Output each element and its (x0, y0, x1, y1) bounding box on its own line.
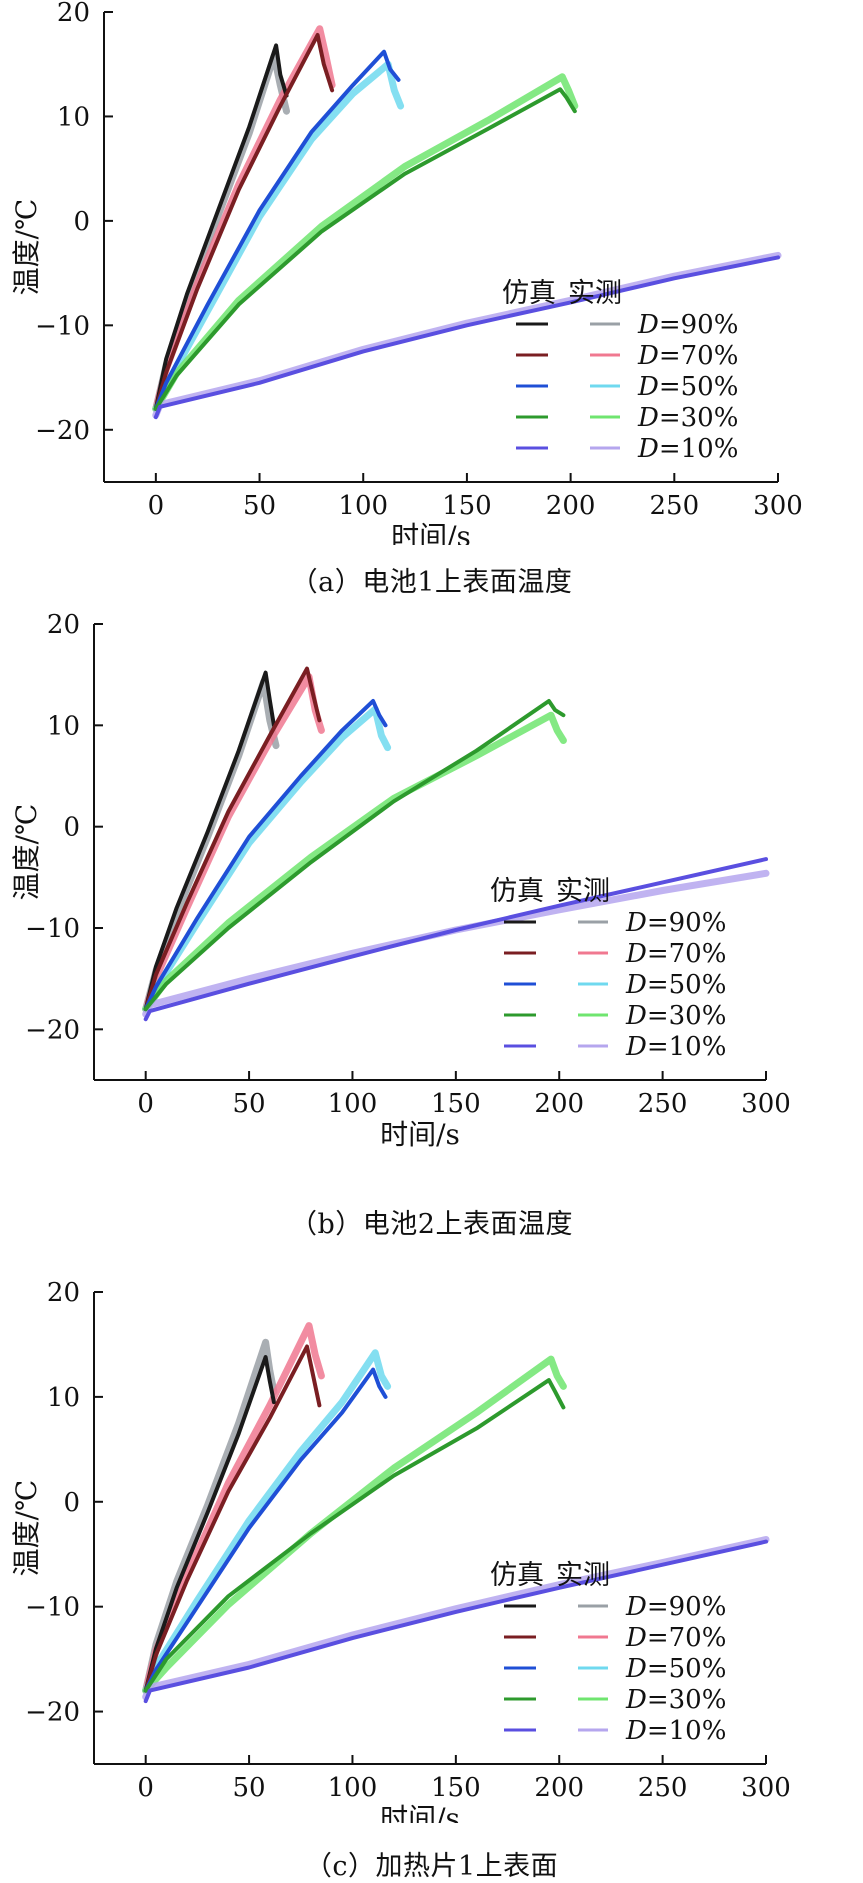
y-tick-label: 10 (47, 711, 80, 741)
x-tick-label: 200 (534, 1089, 584, 1119)
legend-label: D=70% (625, 939, 726, 969)
series-line-meas-30 (142, 711, 567, 1013)
x-tick-label: 150 (442, 491, 492, 521)
legend-label: D=50% (625, 1654, 726, 1684)
chart-svg-b: 0 50 100 150 200 250 300 −20 −10 0 10 20 时间/s 温度/℃ 仿真实… (10, 612, 791, 1151)
x-tick-label: 50 (243, 491, 276, 521)
legend-header-sim: 仿真 (490, 1560, 544, 1591)
series-line-sim-30 (143, 699, 566, 1012)
x-tick-label: 0 (148, 491, 165, 521)
series-line-sim-70 (143, 1344, 322, 1693)
x-tick-label: 250 (638, 1773, 688, 1803)
series-line-sim-70 (143, 666, 322, 1012)
x-tick-label: 250 (638, 1089, 688, 1119)
x-tick-label: 50 (233, 1773, 266, 1803)
chart-caption-b: （b）电池2上表面温度 (290, 1209, 573, 1240)
series-line-sim-90 (143, 1355, 276, 1693)
legend-label: D=70% (625, 1623, 726, 1653)
legend-header-meas: 实测 (556, 1560, 610, 1591)
y-tick-label: −10 (25, 914, 80, 944)
x-tick-label: 200 (534, 1773, 584, 1803)
series-line-meas-50 (142, 1349, 392, 1695)
x-tick-label: 300 (753, 491, 803, 521)
y-tick-label: 20 (47, 1278, 80, 1308)
x-axis-title: 时间/s (391, 520, 471, 545)
x-tick-label: 150 (431, 1089, 481, 1119)
legend-label: D=30% (637, 403, 738, 433)
x-tick-label: 100 (328, 1089, 378, 1119)
series-line-sim-50 (143, 699, 388, 1012)
y-axis-title: 温度/℃ (10, 1480, 43, 1577)
y-tick-label: 20 (47, 612, 80, 640)
y-tick-label: −10 (35, 311, 90, 341)
y-tick-label: 0 (73, 207, 90, 237)
series-line-sim-10 (143, 857, 768, 1022)
y-tick-label: 20 (57, 0, 90, 28)
series-line-meas-30 (142, 1355, 567, 1695)
y-tick-label: −20 (25, 1698, 80, 1728)
legend-header-sim: 仿真 (502, 278, 556, 309)
x-tick-label: 50 (233, 1089, 266, 1119)
x-axis-title: 时间/s (380, 1802, 460, 1823)
series-line-sim-50 (153, 49, 401, 411)
series-line-sim-30 (153, 87, 577, 411)
y-axis-title: 温度/℃ (10, 804, 43, 901)
legend-label: D=10% (637, 434, 738, 464)
series-line-meas-10 (142, 1536, 770, 1701)
series-line-sim-10 (143, 1539, 768, 1704)
legend-header-meas: 实测 (568, 278, 622, 309)
chart-panel-c: 0 50 100 150 200 250 300 −20 −10 0 10 20 时间/s 温度/℃ 仿真实… (0, 1278, 863, 1882)
series-line-sim-10 (153, 255, 780, 420)
y-tick-label: 10 (47, 1383, 80, 1413)
legend-label: D=30% (625, 1685, 726, 1715)
y-tick-label: −10 (25, 1593, 80, 1623)
legend-label: D=90% (625, 908, 726, 938)
legend-label: D=10% (625, 1032, 726, 1062)
chart-panel-b: 0 50 100 150 200 250 300 −20 −10 0 10 20 时间/s 温度/℃ 仿真实… (0, 612, 863, 1240)
legend-label: D=50% (625, 970, 726, 1000)
y-tick-label: 0 (63, 813, 80, 843)
legend-label: D=90% (637, 310, 738, 340)
x-tick-label: 0 (137, 1089, 154, 1119)
chart-panel-a: 0 50 100 150 200 250 300 −20 −10 0 10 20 时间/s 温度/℃ 仿真实… (0, 0, 863, 598)
y-tick-label: 0 (63, 1488, 80, 1518)
legend-label: D=10% (625, 1716, 726, 1746)
x-tick-label: 300 (741, 1773, 791, 1803)
x-tick-label: 300 (741, 1089, 791, 1119)
legend-label: D=30% (625, 1001, 726, 1031)
chart-caption-c: （c）加热片1上表面 (304, 1851, 559, 1882)
legend-label: D=50% (637, 372, 738, 402)
series-line-sim-50 (143, 1367, 388, 1693)
x-tick-label: 150 (431, 1773, 481, 1803)
y-axis-title: 温度/℃ (10, 199, 43, 296)
y-tick-label: 10 (57, 102, 90, 132)
x-tick-label: 200 (546, 491, 596, 521)
x-axis-title: 时间/s (380, 1118, 460, 1151)
series-line-sim-70 (153, 33, 335, 411)
series-line-sim-30 (143, 1378, 566, 1693)
legend-label: D=70% (637, 341, 738, 371)
x-tick-label: 0 (137, 1773, 154, 1803)
series-line-sim-90 (143, 670, 276, 1012)
chart-svg-a: 0 50 100 150 200 250 300 −20 −10 0 10 20 时间/s 温度/℃ 仿真实… (10, 0, 803, 545)
legend-header-sim: 仿真 (490, 876, 544, 907)
y-tick-label: −20 (25, 1015, 80, 1045)
x-tick-label: 100 (328, 1773, 378, 1803)
legend-header-meas: 实测 (556, 876, 610, 907)
chart-caption-a: （a）电池1上表面温度 (290, 567, 573, 598)
series-line-sim-90 (153, 43, 289, 411)
legend-label: D=90% (625, 1592, 726, 1622)
chart-svg-c: 0 50 100 150 200 250 300 −20 −10 0 10 20 时间/s 温度/℃ 仿真实… (10, 1278, 791, 1823)
x-tick-label: 250 (649, 491, 699, 521)
y-tick-label: −20 (35, 416, 90, 446)
x-tick-label: 100 (338, 491, 388, 521)
